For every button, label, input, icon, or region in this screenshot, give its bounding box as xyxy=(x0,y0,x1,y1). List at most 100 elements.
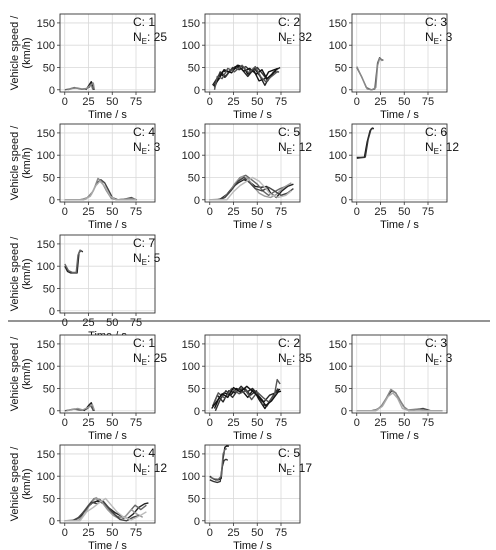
series-line-2 xyxy=(356,57,383,91)
y-axis-label-line-2: (km/h) xyxy=(21,358,33,389)
x-tick-label: 0 xyxy=(207,96,213,108)
x-tick-label: 50 xyxy=(106,206,118,218)
plot-frame xyxy=(59,334,156,414)
x-tick-label: 75 xyxy=(275,96,287,108)
plot-background xyxy=(60,14,155,92)
series-line-3 xyxy=(356,392,443,412)
cluster-label: C: 6 xyxy=(425,125,447,139)
x-tick-label: 0 xyxy=(354,96,360,108)
y-axis-label-line-1: Vehicle speed / xyxy=(9,336,21,412)
count-subscript: E xyxy=(287,468,292,477)
count-letter: N xyxy=(133,30,142,44)
count-letter: N xyxy=(133,461,142,475)
plot-frame xyxy=(204,444,301,524)
y-tick-label: 50 xyxy=(188,383,200,395)
x-axis-label: Time / s xyxy=(233,430,272,442)
y-tick-label: 50 xyxy=(43,62,55,74)
y-axis-label-line-1: Vehicle speed / xyxy=(9,236,21,312)
x-tick-label: 25 xyxy=(82,417,94,429)
cluster-label: C: 2 xyxy=(278,15,300,29)
y-tick-label: 150 xyxy=(37,449,55,461)
x-tick-label: 50 xyxy=(251,527,263,539)
y-tick-label: 0 xyxy=(194,406,200,418)
count-value: : 12 xyxy=(292,140,312,154)
x-axis-label: Time / s xyxy=(380,219,419,231)
count-subscript: E xyxy=(142,147,147,156)
count-value: : 35 xyxy=(292,351,312,365)
x-tick-label: 75 xyxy=(275,417,287,429)
count-label: NE: 3 xyxy=(133,140,161,156)
count-value: : 17 xyxy=(292,461,312,475)
x-tick-label: 75 xyxy=(422,206,434,218)
count-subscript: E xyxy=(434,147,439,156)
x-tick-label: 0 xyxy=(62,206,68,218)
y-tick-label: 50 xyxy=(43,283,55,295)
x-tick-label: 75 xyxy=(275,206,287,218)
plot-background xyxy=(205,445,300,523)
cluster-label: C: 2 xyxy=(278,336,300,350)
series-line-2 xyxy=(64,249,83,274)
x-tick-label: 50 xyxy=(398,417,410,429)
y-tick-label: 100 xyxy=(182,40,200,52)
series-line-4 xyxy=(212,378,281,405)
x-tick-label: 25 xyxy=(227,206,239,218)
panel-bottom-9: 0 25 50 75 0 50 100 150 Time / s C: 2NE: 35 xyxy=(182,334,312,442)
count-letter: N xyxy=(425,140,434,154)
count-value: : 25 xyxy=(147,30,167,44)
cluster-label: C: 4 xyxy=(133,125,155,139)
x-tick-label: 0 xyxy=(62,96,68,108)
panel-bottom-8: 0 25 50 75 0 50 100 150 Time / s Vehicle speed /(… xyxy=(9,334,167,442)
y-axis-label-line-2: (km/h) xyxy=(21,258,33,289)
count-label: NE: 12 xyxy=(425,140,459,156)
y-axis-label-line-2: (km/h) xyxy=(21,37,33,68)
x-tick-label: 50 xyxy=(251,206,263,218)
y-tick-label: 100 xyxy=(182,150,200,162)
count-subscript: E xyxy=(434,37,439,46)
x-tick-label: 50 xyxy=(398,206,410,218)
x-tick-label: 50 xyxy=(106,527,118,539)
y-tick-label: 150 xyxy=(182,128,200,140)
count-label: NE: 12 xyxy=(278,140,312,156)
panel-bottom-11: 0 25 50 75 0 50 100 150 Time / s Vehicle speed /(… xyxy=(9,444,167,550)
x-tick-label: 75 xyxy=(130,527,142,539)
x-tick-label: 75 xyxy=(130,206,142,218)
panel-bottom-12: 0 25 50 75 0 50 100 150 Time / s C: 5NE: 17 xyxy=(182,444,312,550)
x-tick-label: 0 xyxy=(354,417,360,429)
panel-top-1: 0 25 50 75 0 50 100 150 Time / s Vehicle speed /(… xyxy=(9,13,167,121)
x-tick-label: 25 xyxy=(227,527,239,539)
y-tick-label: 100 xyxy=(37,150,55,162)
y-tick-label: 150 xyxy=(37,128,55,140)
plot-frame xyxy=(59,444,156,524)
y-tick-label: 50 xyxy=(43,172,55,184)
count-letter: N xyxy=(425,30,434,44)
panel-bottom-10: 0 25 50 75 0 50 100 150 Time / s C: 3NE: 3 xyxy=(329,334,453,442)
count-value: : 32 xyxy=(292,30,312,44)
count-value: : 3 xyxy=(147,140,161,154)
plot-frame xyxy=(351,13,448,93)
plot-background xyxy=(205,14,300,92)
series-line-3 xyxy=(64,180,136,201)
y-tick-label: 100 xyxy=(37,471,55,483)
count-subscript: E xyxy=(287,37,292,46)
count-label: NE: 5 xyxy=(133,251,161,267)
plot-frame xyxy=(59,13,156,93)
plot-frame xyxy=(204,334,301,414)
plot-frame xyxy=(351,334,448,414)
count-value: : 3 xyxy=(439,351,453,365)
series-line-3 xyxy=(209,447,228,480)
series-line-3 xyxy=(66,403,95,412)
y-tick-label: 0 xyxy=(341,406,347,418)
panel-top-6: 0 25 50 75 0 50 100 150 Time / s C: 6NE: 12 xyxy=(329,123,459,231)
y-tick-label: 150 xyxy=(182,449,200,461)
count-label: NE: 17 xyxy=(278,461,312,477)
x-tick-label: 50 xyxy=(251,96,263,108)
y-axis-label: Vehicle speed /(km/h) xyxy=(9,336,33,412)
x-axis-label: Time / s xyxy=(88,109,127,121)
count-subscript: E xyxy=(142,468,147,477)
count-value: : 12 xyxy=(439,140,459,154)
y-tick-label: 50 xyxy=(335,62,347,74)
y-tick-label: 100 xyxy=(329,40,347,52)
x-axis-label: Time / s xyxy=(233,540,272,550)
